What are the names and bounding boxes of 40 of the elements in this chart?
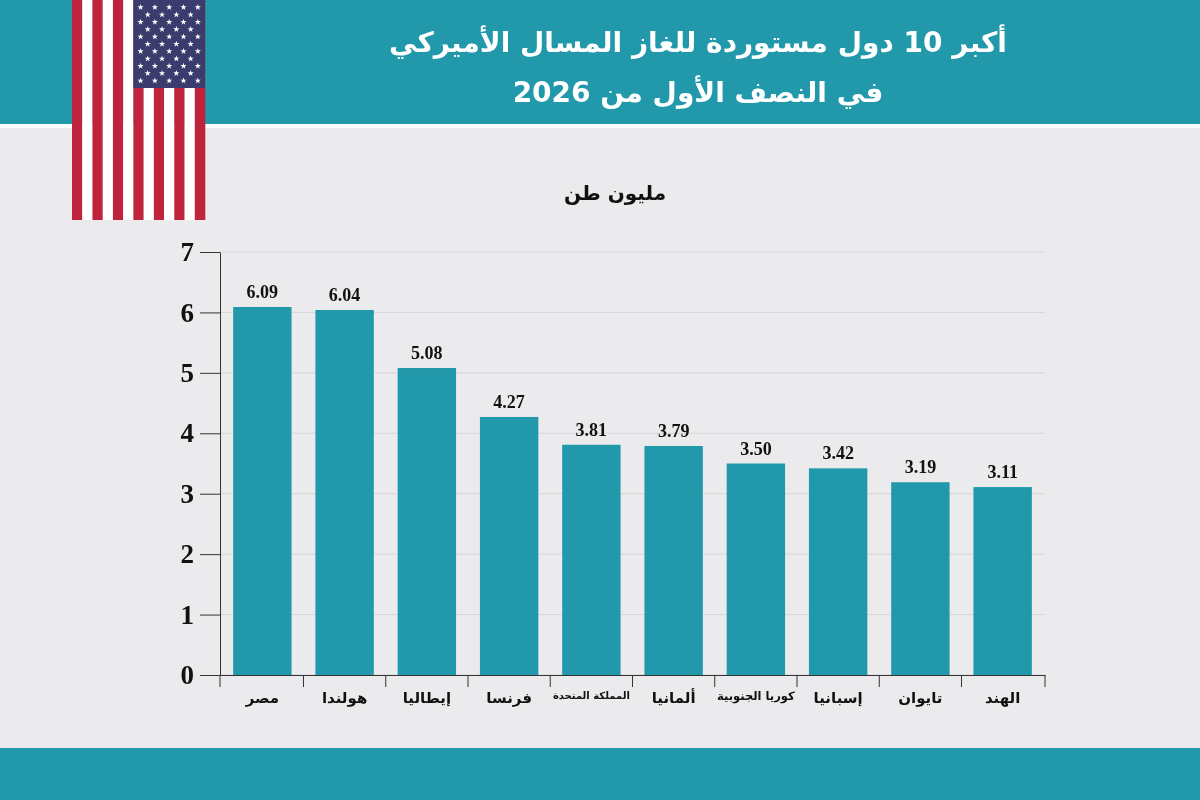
chart-title: أكبر 10 دول مستوردة للغاز المسال الأميركي في النصف الأول من 2026 — [389, 24, 1007, 109]
x-tick-label: المملكة المتحدة — [552, 690, 630, 702]
y-tick-label: 7 — [180, 237, 194, 268]
y-axis-title: مليون طن — [563, 181, 667, 205]
bar — [808, 468, 868, 675]
data-label: 3.50 — [740, 438, 772, 459]
bar — [562, 444, 621, 675]
bar — [233, 306, 292, 675]
x-tick-label: ألمانيا — [651, 687, 696, 707]
bar — [644, 445, 703, 675]
bar — [315, 310, 374, 675]
data-label: 6.09 — [246, 281, 279, 302]
data-label: 3.79 — [657, 420, 690, 441]
bar — [726, 463, 786, 675]
data-label: 3.81 — [575, 419, 608, 440]
x-tick-label: فرنسا — [486, 688, 532, 707]
y-tick-label: 1 — [180, 599, 194, 630]
y-tick-label: 5 — [180, 358, 194, 388]
x-tick-label: تايوان — [898, 688, 943, 707]
x-tick-label: كوريا الجنوبية — [717, 689, 795, 705]
bar — [479, 416, 539, 675]
bar — [397, 368, 457, 675]
x-tick-label: الهند — [984, 688, 1021, 707]
y-tick-label: 2 — [180, 539, 194, 570]
y-tick-label: 0 — [180, 660, 194, 691]
x-tick-label: هولندا — [321, 688, 368, 707]
y-tick-label: 6 — [180, 297, 194, 328]
bar — [973, 487, 1032, 675]
data-label: 3.42 — [822, 443, 854, 464]
x-tick-label: إسبانيا — [813, 688, 863, 707]
data-label: 4.27 — [493, 391, 525, 412]
data-label: 3.19 — [904, 457, 937, 478]
y-tick-label: 3 — [180, 478, 194, 509]
data-label: 5.08 — [411, 343, 443, 364]
y-tick-label: 4 — [180, 418, 194, 449]
bar — [891, 482, 950, 675]
data-label: 6.04 — [328, 285, 361, 306]
x-tick-label: إيطاليا — [402, 688, 452, 707]
x-tick-label: مصر — [244, 688, 280, 707]
data-label: 3.11 — [987, 462, 1018, 483]
